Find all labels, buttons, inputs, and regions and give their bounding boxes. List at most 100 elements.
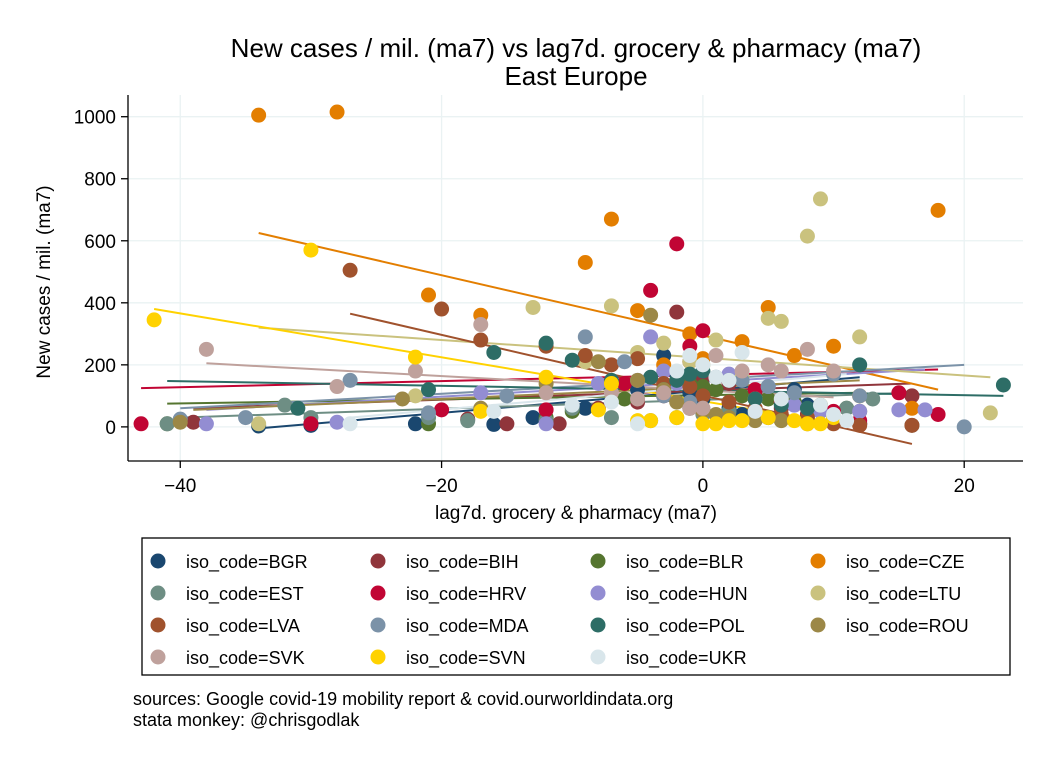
legend-marker [810,585,826,601]
legend-label: iso_code=HRV [406,584,526,605]
legend-marker [590,649,606,665]
data-point [852,403,868,419]
data-point [590,402,606,418]
data-point [421,382,437,398]
data-point [329,379,345,395]
data-point [133,416,149,432]
legend-label: iso_code=SVK [186,648,305,669]
data-point [577,348,593,364]
data-point [695,357,711,373]
credit-note: stata monkey: @chrisgodlak [133,710,360,730]
data-point [603,375,619,391]
data-point [329,104,345,120]
data-point [682,400,698,416]
data-point [982,405,998,421]
data-point [421,287,437,303]
fit-line [258,232,939,391]
data-point [499,416,515,432]
data-point [473,317,489,333]
fit-line [206,362,834,399]
source-note: sources: Google covid-19 mobility report… [133,689,674,709]
data-point [434,402,450,418]
source-notes: sources: Google covid-19 mobility report… [133,689,673,731]
data-point [669,394,685,410]
data-point [669,304,685,320]
data-point [630,391,646,407]
legend-label: iso_code=UKR [626,648,747,669]
data-point [852,417,868,433]
data-point [904,400,920,416]
legend-marker [810,617,826,633]
data-point [904,388,920,404]
legend-marker [590,617,606,633]
legend-label: iso_code=BLR [626,552,744,573]
axes: 0 200 400 600 800 1000 −40 −20 0 20 [74,95,1023,497]
data-point [525,410,541,426]
data-point [159,416,175,432]
data-point [669,363,685,379]
data-point [342,416,358,432]
data-point [643,329,659,345]
data-point [721,372,737,388]
legend: iso_code=BGR iso_code=BIH iso_code=BLR iso_… [141,537,1011,676]
data-point [695,400,711,416]
legend-marker [370,585,386,601]
data-point [773,413,789,429]
data-point [799,416,815,432]
x-tick-label: −40 [164,476,196,497]
data-point [603,357,619,373]
x-axis-label: lag7d. grocery & pharmacy (ma7) [435,503,717,524]
data-point [930,202,946,218]
data-point [590,375,606,391]
chart-subtitle: East Europe [504,61,647,91]
data-point [956,419,972,435]
legend-label: iso_code=HUN [626,584,748,605]
data-point [708,369,724,385]
legend-marker [590,585,606,601]
legend-label: iso_code=ROU [846,616,969,637]
data-point [891,402,907,418]
data-point [721,394,737,410]
data-point [708,348,724,364]
legend-box [141,537,1011,676]
data-point [708,382,724,398]
legend-marker [150,553,166,569]
data-point [773,391,789,407]
data-point [538,402,554,418]
data-point [630,372,646,388]
legend-label: iso_code=BGR [186,552,308,573]
data-point [786,348,802,364]
data-point [407,388,423,404]
data-point [656,335,672,351]
data-point [590,354,606,370]
data-point [656,363,672,379]
fit-line [258,326,991,379]
data-point [198,416,214,432]
y-tick-label: 200 [84,356,116,377]
data-point [303,242,319,258]
legend-label: iso_code=LVA [186,616,300,637]
data-point [603,211,619,227]
data-point [551,416,567,432]
data-point [760,357,776,373]
data-point [656,385,672,401]
data-point [486,403,502,419]
data-points [133,104,1011,435]
data-point [747,403,763,419]
data-point [616,375,632,391]
data-point [826,363,842,379]
data-point [577,400,593,416]
data-point [734,413,750,429]
legend-marker [590,553,606,569]
data-point [904,417,920,433]
x-tick-label: 0 [698,476,709,497]
data-point [603,410,619,426]
data-point [394,391,410,407]
legend-marker [150,649,166,665]
data-point [460,413,476,429]
data-point [564,352,580,368]
data-point [760,379,776,395]
legend-marker [150,617,166,633]
data-point [603,298,619,314]
